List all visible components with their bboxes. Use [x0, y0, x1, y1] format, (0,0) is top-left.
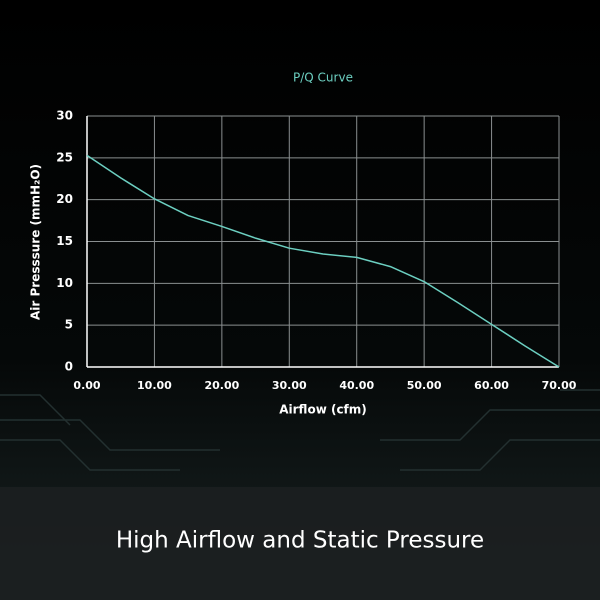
data-line	[86, 154, 560, 368]
x-tick-label: 70.00	[542, 379, 577, 392]
y-tick-label: 25	[56, 150, 73, 164]
y-tick-label: 20	[56, 192, 73, 206]
circuit-pattern	[0, 389, 600, 471]
x-tick-label: 60.00	[474, 379, 509, 392]
caption: High Airflow and Static Pressure	[116, 528, 484, 554]
y-tick-label: 5	[65, 318, 73, 332]
x-tick-label: 10.00	[137, 379, 172, 392]
y-tick-label: 0	[65, 360, 73, 374]
y-axis-label: Air Presssure (mmH₂O)	[29, 164, 43, 320]
y-tick-label: 15	[56, 234, 73, 248]
x-tick-label: 30.00	[272, 379, 307, 392]
chart-title: P/Q Curve	[293, 71, 353, 85]
y-tick-label: 30	[56, 109, 73, 123]
x-tick-label: 20.00	[204, 379, 239, 392]
x-tick-label: 50.00	[407, 379, 442, 392]
x-tick-label: 40.00	[339, 379, 374, 392]
x-tick-label: 0.00	[73, 379, 100, 392]
x-axis-label: Airflow (cfm)	[279, 403, 367, 417]
caption-band	[0, 487, 600, 600]
y-tick-label: 10	[56, 276, 73, 290]
